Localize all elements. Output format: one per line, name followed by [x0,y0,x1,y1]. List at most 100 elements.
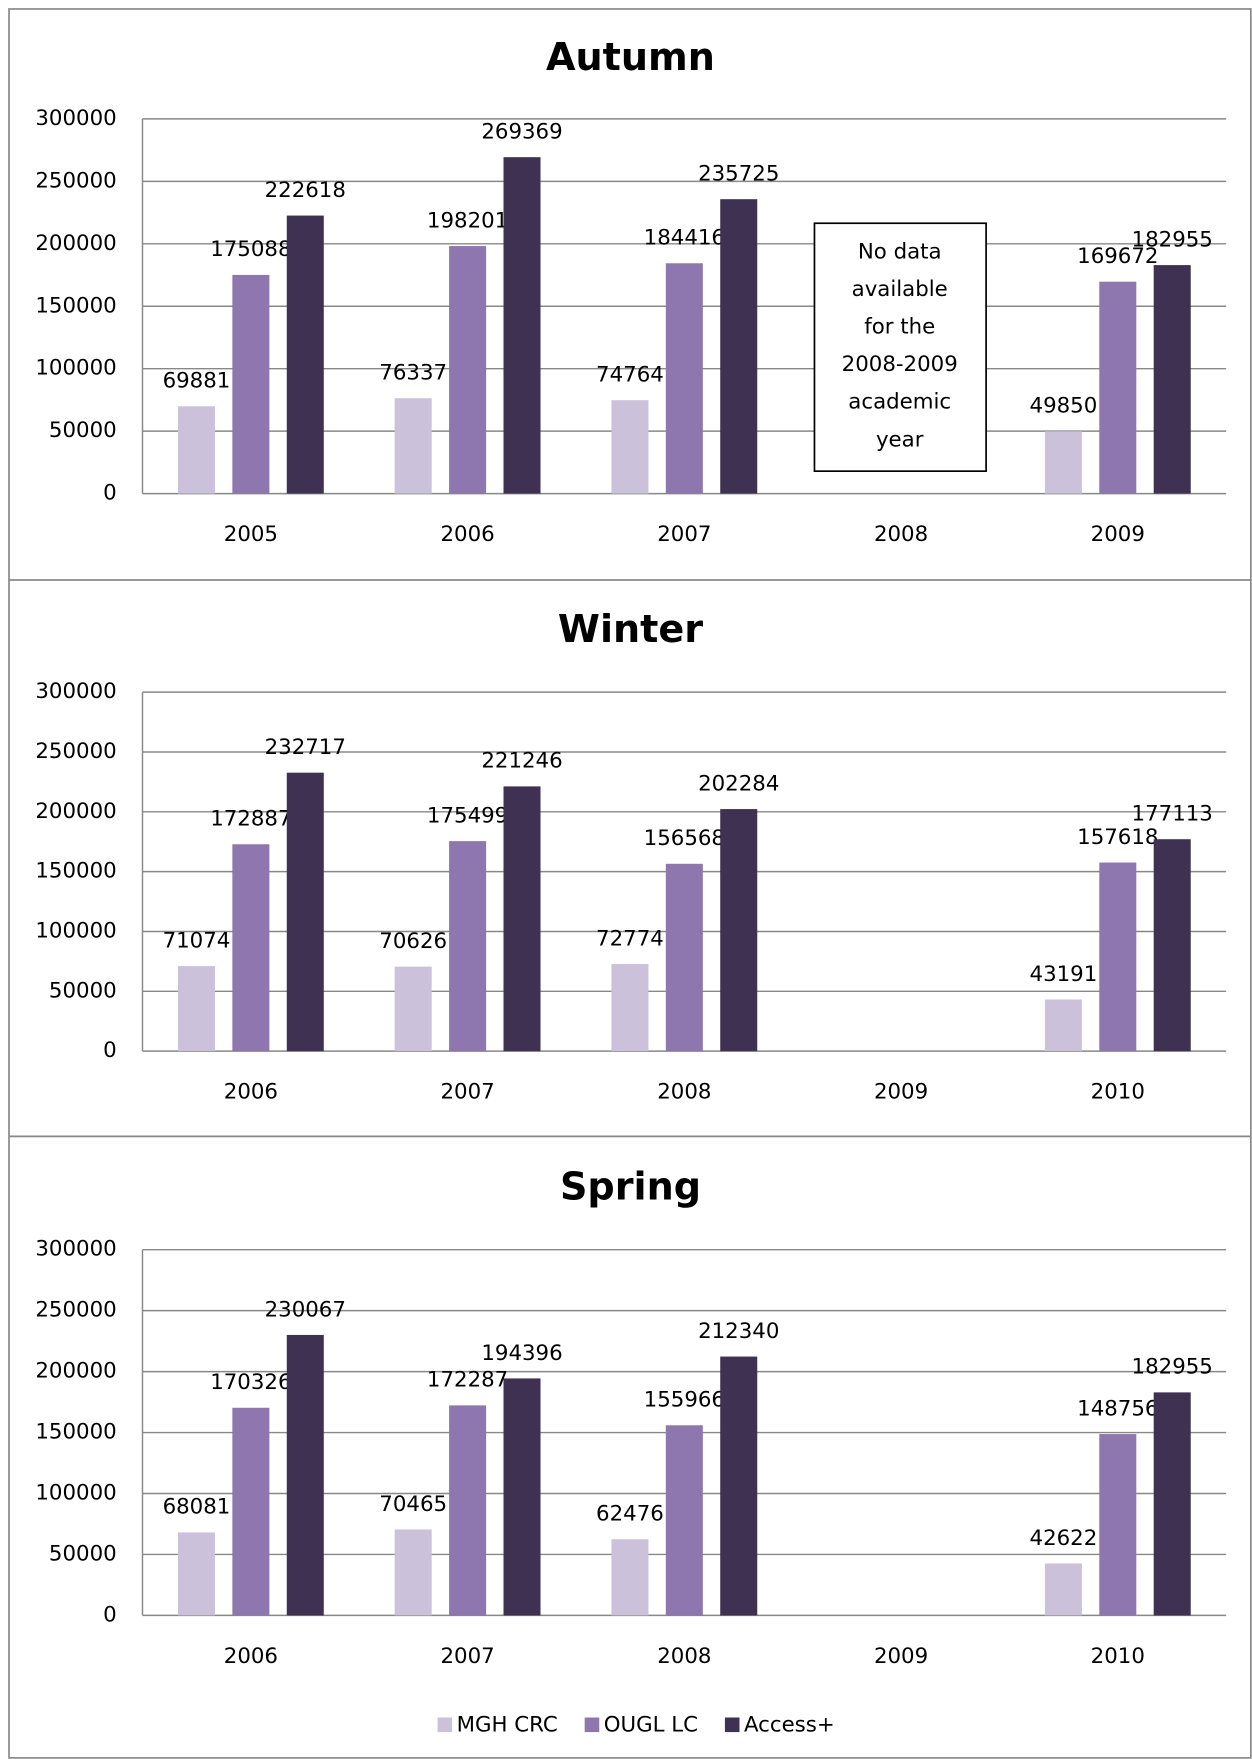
bar [394,966,432,1052]
bar [503,1378,541,1616]
y-tick-label: 50000 [49,1541,117,1566]
bar [394,1529,432,1616]
y-tick-label: 50000 [49,418,117,443]
data-label: 177113 [1132,802,1213,827]
data-label: 70626 [379,929,447,954]
x-tick-label: 2009 [874,1644,928,1669]
bar [611,1539,649,1616]
data-label: 170326 [210,1370,291,1395]
x-tick-label: 2006 [440,522,494,547]
data-label: 175499 [427,803,508,828]
data-label: 212340 [698,1319,779,1344]
data-label: 230067 [265,1297,346,1322]
data-label: 235725 [698,162,779,187]
data-label: 232717 [265,735,346,760]
data-label: 74764 [596,363,664,388]
y-tick-label: 150000 [35,293,116,318]
bar [1044,431,1082,494]
bar [232,274,270,494]
y-tick-label: 300000 [35,106,116,131]
annotation: 2008-2009 [842,352,958,377]
annotation: available [852,277,948,302]
data-label: 43191 [1030,962,1098,987]
bar [1044,1563,1082,1616]
data-label: 175088 [210,237,291,262]
data-label: 269369 [481,119,562,144]
y-tick-label: 50000 [49,978,117,1003]
data-label: 169672 [1077,244,1158,269]
legend-label: MGH CRC [457,1712,558,1737]
bar [665,863,703,1052]
bar [1099,281,1137,494]
y-tick-label: 300000 [35,679,116,704]
bar [665,263,703,494]
y-tick-label: 100000 [35,356,116,381]
data-label: 182955 [1132,1355,1213,1380]
x-tick-label: 2010 [1091,1080,1145,1105]
bar [611,400,649,494]
bar [720,1356,758,1616]
data-label: 172287 [427,1368,508,1393]
x-tick-label: 2009 [874,1080,928,1105]
data-label: 62476 [596,1502,664,1527]
bar [286,215,324,494]
data-label: 148756 [1077,1396,1158,1421]
bar [394,398,432,494]
data-label: 69881 [163,369,231,394]
bar [720,809,758,1052]
annotation-box [813,222,987,473]
x-tick-label: 2009 [1091,522,1145,547]
annotation: for the [864,315,935,340]
data-label: 156568 [644,826,725,851]
y-tick-label: 200000 [35,1359,116,1384]
y-tick-label: 300000 [35,1237,116,1262]
data-label: 76337 [379,361,447,386]
bar [177,1532,215,1616]
chart-title: Winter [558,607,703,651]
x-tick-label: 2010 [1091,1644,1145,1669]
data-label: 49850 [1030,394,1098,419]
bar [286,772,324,1052]
bar [1099,862,1137,1052]
bar [177,966,215,1052]
legend-swatch [437,1717,453,1733]
y-tick-label: 150000 [35,859,116,884]
bar [503,786,541,1052]
y-tick-label: 250000 [35,739,116,764]
x-tick-label: 2006 [224,1080,278,1105]
chart-title: Spring [560,1165,701,1209]
y-tick-label: 0 [103,1038,117,1063]
x-tick-label: 2005 [224,522,278,547]
data-label: 172887 [210,807,291,832]
y-tick-label: 250000 [35,1298,116,1323]
y-tick-label: 200000 [35,799,116,824]
data-label: 155966 [644,1388,725,1413]
data-label: 182955 [1132,227,1213,252]
bar [1153,265,1191,494]
y-tick-label: 100000 [35,918,116,943]
bar [611,964,649,1052]
data-label: 194396 [481,1341,562,1366]
bar [665,1425,703,1616]
bar [720,199,758,494]
bar [1153,1392,1191,1616]
data-label: 68081 [163,1495,231,1520]
y-tick-label: 200000 [35,231,116,256]
chart-title: Autumn [546,35,715,79]
x-tick-label: 2006 [224,1644,278,1669]
data-label: 184416 [644,226,725,251]
x-tick-label: 2008 [874,522,928,547]
data-label: 222618 [265,178,346,203]
bar [1099,1434,1137,1616]
data-label: 71074 [163,928,231,953]
data-label: 221246 [481,749,562,774]
data-label: 70465 [379,1492,447,1517]
y-tick-label: 250000 [35,168,116,193]
bar [503,157,541,494]
data-label: 72774 [596,926,664,951]
y-tick-label: 100000 [35,1481,116,1506]
x-tick-label: 2008 [657,1644,711,1669]
bar [449,841,487,1052]
